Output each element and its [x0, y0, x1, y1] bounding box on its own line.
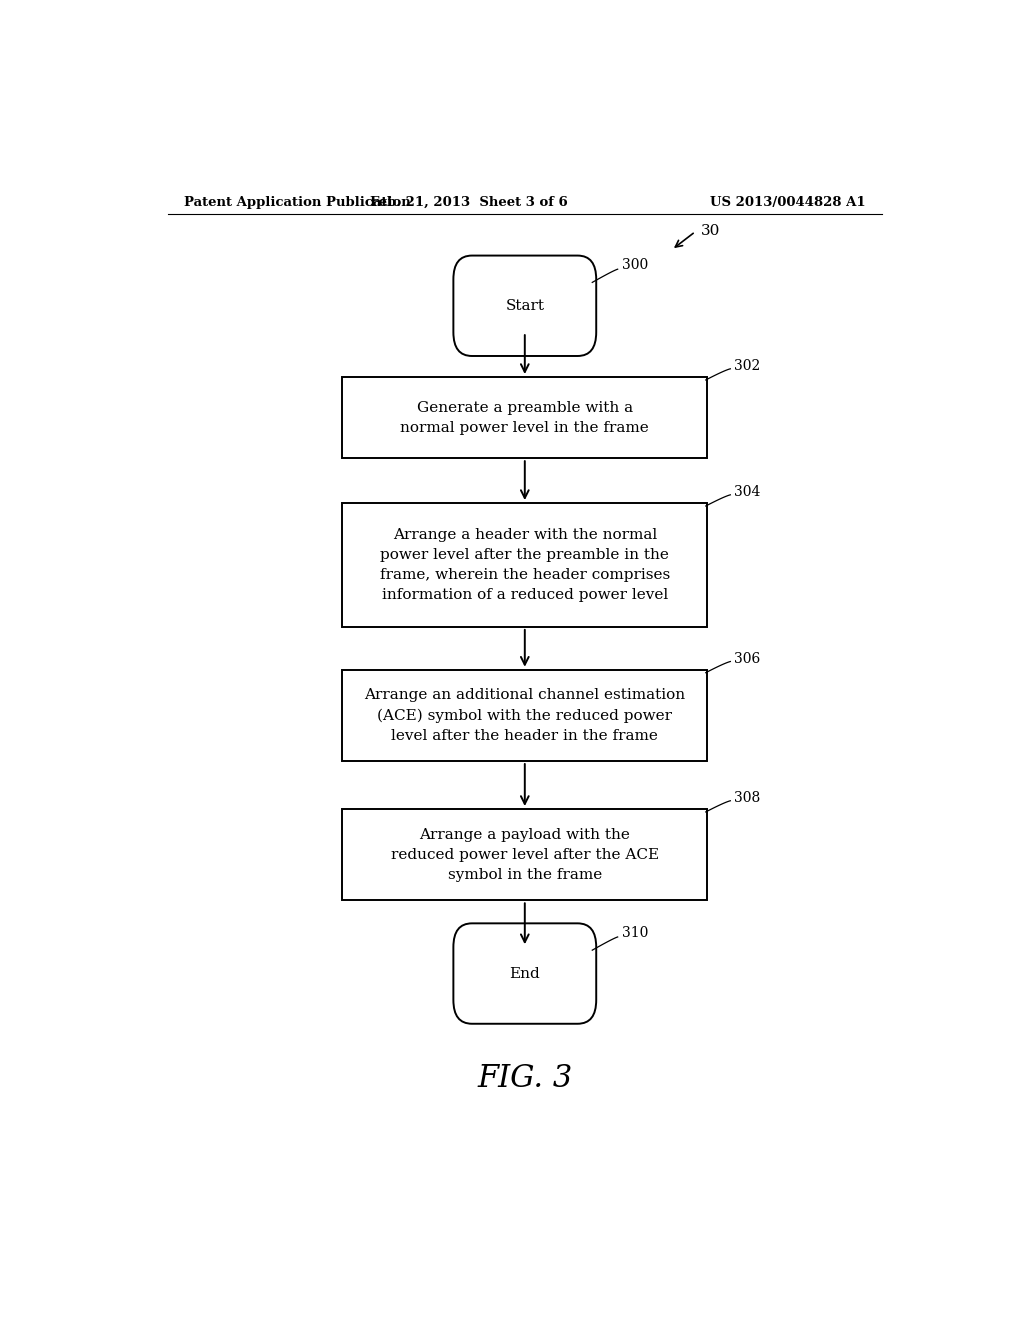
Text: Generate a preamble with a
normal power level in the frame: Generate a preamble with a normal power … [400, 400, 649, 434]
Text: Start: Start [505, 298, 545, 313]
Text: 304: 304 [733, 484, 760, 499]
Text: Patent Application Publication: Patent Application Publication [183, 195, 411, 209]
Text: FIG. 3: FIG. 3 [477, 1063, 572, 1094]
Bar [342, 809, 708, 900]
Text: Arrange an additional channel estimation
(ACE) symbol with the reduced power
lev: Arrange an additional channel estimation… [365, 688, 685, 743]
Bar [342, 378, 708, 458]
Text: Feb. 21, 2013  Sheet 3 of 6: Feb. 21, 2013 Sheet 3 of 6 [371, 195, 568, 209]
Text: 30: 30 [701, 223, 720, 238]
Text: Arrange a payload with the
reduced power level after the ACE
symbol in the frame: Arrange a payload with the reduced power… [391, 828, 658, 882]
Text: Arrange a header with the normal
power level after the preamble in the
frame, wh: Arrange a header with the normal power l… [380, 528, 670, 602]
FancyBboxPatch shape [454, 924, 596, 1024]
Text: 306: 306 [733, 652, 760, 665]
FancyBboxPatch shape [454, 256, 596, 356]
Text: 302: 302 [733, 359, 760, 372]
Bar [342, 503, 708, 627]
Text: 300: 300 [623, 259, 648, 272]
Text: US 2013/0044828 A1: US 2013/0044828 A1 [711, 195, 866, 209]
Text: 310: 310 [623, 927, 649, 940]
Text: 308: 308 [733, 791, 760, 805]
Bar [342, 669, 708, 762]
Text: End: End [509, 966, 541, 981]
